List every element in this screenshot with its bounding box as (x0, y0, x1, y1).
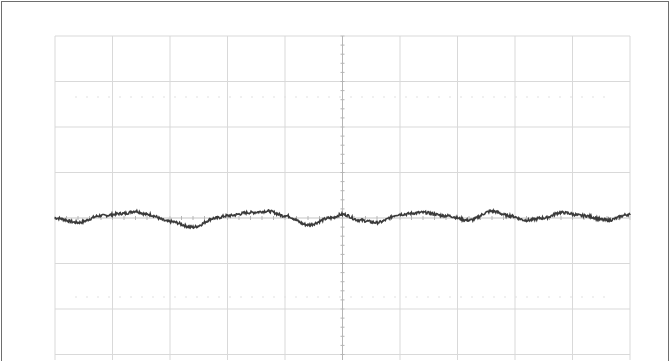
trace-point (629, 213, 631, 216)
trace-point (307, 224, 309, 226)
trace-point (583, 214, 585, 217)
trace-point (606, 219, 608, 222)
trace-point (226, 214, 229, 217)
trace-point (508, 214, 511, 217)
trace-point (359, 219, 361, 222)
trace-point (123, 212, 125, 215)
trace-point (100, 214, 102, 217)
trace-point (215, 217, 217, 219)
trace-point (491, 210, 493, 212)
trace-point (525, 219, 528, 222)
trace-point (249, 211, 252, 214)
trace-point (341, 213, 344, 216)
trace-point (134, 210, 137, 212)
trace-point (422, 211, 424, 214)
trace-point (54, 217, 56, 219)
trace-point (330, 217, 332, 219)
trace-point (267, 210, 269, 212)
trace-point (445, 214, 447, 217)
trace-point (543, 217, 545, 219)
trace-point (468, 219, 470, 222)
trace-point (376, 221, 378, 224)
trace-point (146, 213, 148, 216)
trace-point (192, 226, 194, 228)
trace-point (560, 211, 562, 214)
trace-point (399, 213, 401, 216)
trace-point (77, 221, 79, 224)
trace (54, 208, 631, 230)
trace-point (169, 220, 171, 223)
grid (54, 35, 631, 360)
trace-point (284, 214, 286, 217)
